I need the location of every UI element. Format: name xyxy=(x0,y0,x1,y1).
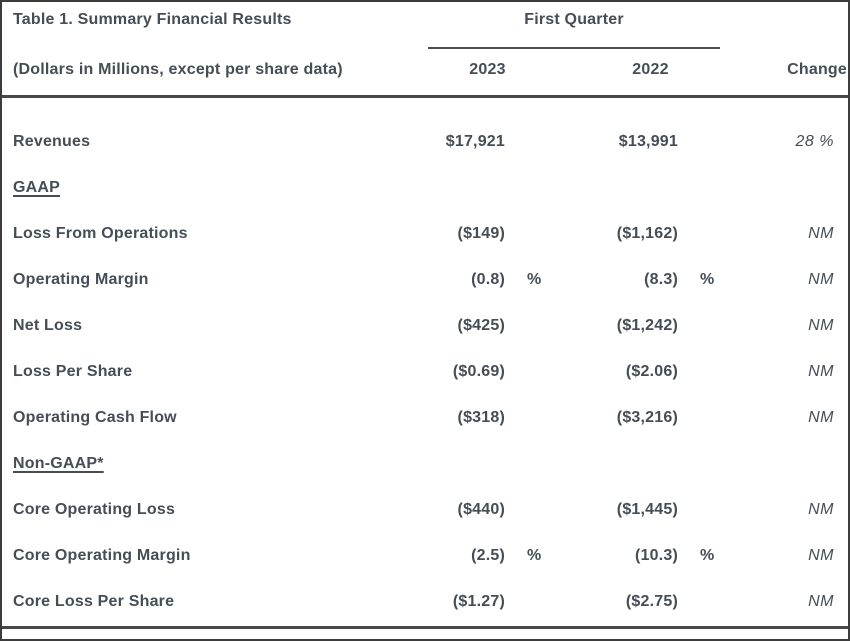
value-2023: $17,921 xyxy=(445,133,505,150)
change-value: NM xyxy=(808,409,834,426)
table-row: Non-GAAP* xyxy=(2,441,848,487)
table-row: Loss Per Share ($0.69) ($2.06) NM xyxy=(2,349,848,395)
table-row: Operating Cash Flow ($318) ($3,216) NM xyxy=(2,395,848,441)
value-2022: ($1,242) xyxy=(616,317,678,334)
table-body: Revenues $17,921 $13,991 28 % GAAP Loss … xyxy=(2,98,848,625)
table-row: Net Loss ($425) ($1,242) NM xyxy=(2,303,848,349)
table-row: Loss From Operations ($149) ($1,162) NM xyxy=(2,211,848,257)
percent-sign-2022: % xyxy=(700,547,715,564)
row-label: Non-GAAP* xyxy=(13,455,104,472)
table-title: Table 1. Summary Financial Results xyxy=(13,11,292,28)
value-2022: ($1,445) xyxy=(616,501,678,518)
bottom-rule xyxy=(2,626,848,629)
row-label: GAAP xyxy=(13,179,61,196)
value-2023: (2.5) xyxy=(471,547,505,564)
row-label: Revenues xyxy=(13,133,91,150)
header-row-columns: (Dollars in Millions, except per share d… xyxy=(2,49,848,98)
table-row: Revenues $17,921 $13,991 28 % xyxy=(2,119,848,165)
column-header-2023: 2023 xyxy=(469,61,506,78)
column-header-change: Change xyxy=(787,61,847,78)
value-2022: (8.3) xyxy=(644,271,678,288)
row-label: Loss From Operations xyxy=(13,225,188,242)
table-row: Core Loss Per Share ($1.27) ($2.75) NM xyxy=(2,579,848,625)
percent-sign-2022: % xyxy=(700,271,715,288)
change-value: NM xyxy=(808,363,834,380)
change-value: NM xyxy=(808,547,834,564)
header-row-quarter: Table 1. Summary Financial Results First… xyxy=(2,2,848,49)
row-label: Core Operating Margin xyxy=(13,547,191,564)
value-2023: ($440) xyxy=(457,501,505,518)
table-subtitle: (Dollars in Millions, except per share d… xyxy=(13,61,343,78)
row-label: Net Loss xyxy=(13,317,83,334)
row-label: Loss Per Share xyxy=(13,363,133,380)
value-2022: $13,991 xyxy=(618,133,678,150)
row-label: Operating Margin xyxy=(13,271,149,288)
value-2023: ($318) xyxy=(457,409,505,426)
value-2022: ($2.06) xyxy=(625,363,678,380)
table-row: Operating Margin (0.8) % (8.3) % NM xyxy=(2,257,848,303)
table-row: Core Operating Loss ($440) ($1,445) NM xyxy=(2,487,848,533)
change-value: NM xyxy=(808,501,834,518)
table-row: GAAP xyxy=(2,165,848,211)
value-2023: (0.8) xyxy=(471,271,505,288)
change-value: NM xyxy=(808,593,834,610)
change-value: NM xyxy=(808,317,834,334)
value-2022: ($1,162) xyxy=(616,225,678,242)
table-row: Core Operating Margin (2.5) % (10.3) % N… xyxy=(2,533,848,579)
column-header-2022: 2022 xyxy=(632,61,669,78)
row-label: Operating Cash Flow xyxy=(13,409,177,426)
value-2023: ($1.27) xyxy=(452,593,505,610)
first-quarter-column-group-header: First Quarter xyxy=(428,2,720,49)
row-label: Core Operating Loss xyxy=(13,501,176,518)
percent-sign-2023: % xyxy=(527,547,542,564)
value-2023: ($425) xyxy=(457,317,505,334)
value-2022: (10.3) xyxy=(635,547,678,564)
change-value: NM xyxy=(808,271,834,288)
value-2022: ($2.75) xyxy=(625,593,678,610)
change-value: 28 % xyxy=(795,133,834,150)
percent-sign-2023: % xyxy=(527,271,542,288)
value-2023: ($149) xyxy=(457,225,505,242)
value-2022: ($3,216) xyxy=(616,409,678,426)
value-2023: ($0.69) xyxy=(452,363,505,380)
row-label: Core Loss Per Share xyxy=(13,593,175,610)
change-value: NM xyxy=(808,225,834,242)
